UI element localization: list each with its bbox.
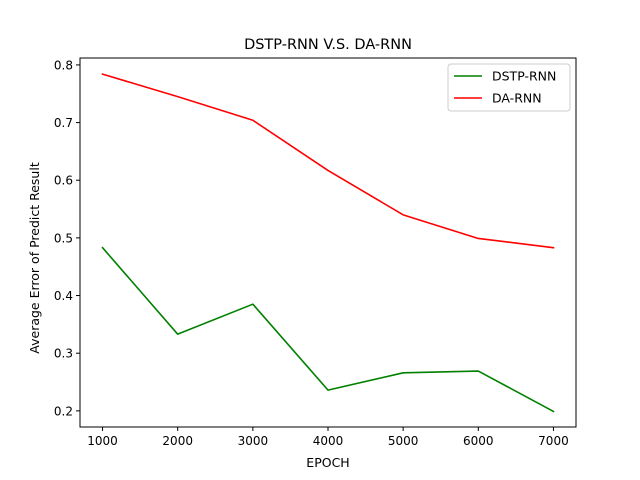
x-tick-label: 1000 <box>87 434 118 448</box>
y-tick-label: 0.8 <box>54 58 73 72</box>
x-tick-label: 4000 <box>313 434 344 448</box>
legend-label-0: DSTP-RNN <box>492 69 556 84</box>
axes: 1000 2000 3000 4000 5000 6000 7000 0.2 0.3 0.4 0.5… <box>54 57 577 448</box>
x-axis-label: EPOCH <box>306 455 349 470</box>
series-line-0 <box>101 246 555 413</box>
legend: DSTP-RNN DA-RNN <box>447 63 571 112</box>
plot-area <box>101 73 555 413</box>
y-tick-label: 0.2 <box>54 404 73 418</box>
chart-title: DSTP-RNN V.S. DA-RNN <box>244 37 412 53</box>
x-tick-label: 6000 <box>463 434 494 448</box>
y-tick-label: 0.4 <box>54 289 73 303</box>
legend-label-1: DA-RNN <box>492 91 542 106</box>
y-tick-label: 0.5 <box>54 231 73 245</box>
x-tick-label: 3000 <box>238 434 269 448</box>
x-tick-label: 7000 <box>538 434 569 448</box>
y-tick-label: 0.6 <box>54 174 73 188</box>
series-line-1 <box>101 73 555 249</box>
y-tick-label: 0.3 <box>54 347 73 361</box>
y-axis-label: Average Error of Predict Result <box>27 162 42 354</box>
x-tick-label: 2000 <box>162 434 193 448</box>
x-tick-label: 5000 <box>388 434 419 448</box>
y-tick-label: 0.7 <box>54 116 73 130</box>
